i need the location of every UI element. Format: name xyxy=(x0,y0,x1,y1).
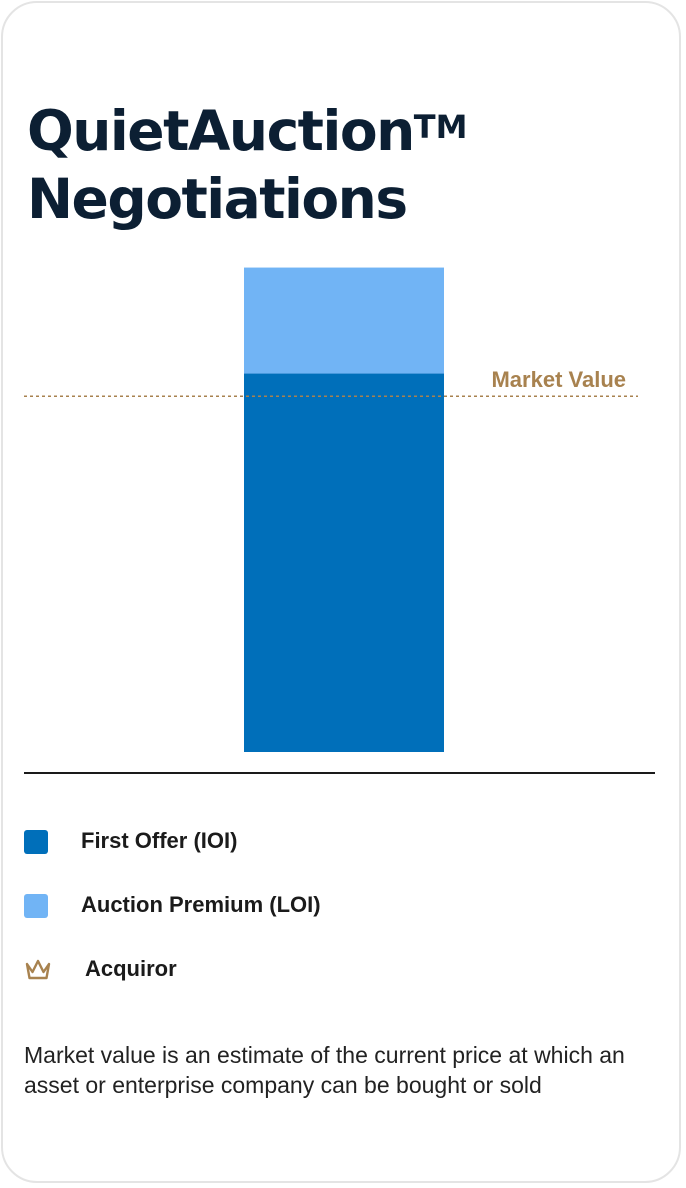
first-offer-swatch xyxy=(24,830,48,854)
bar-auction-premium xyxy=(244,267,444,374)
legend-item-acquiror: Acquiror xyxy=(24,950,644,1014)
legend-label-auction-premium: Auction Premium (LOI) xyxy=(81,892,321,917)
crown-icon xyxy=(25,959,51,980)
bar-first-offer xyxy=(244,373,444,752)
legend-item-first-offer: First Offer (IOI) xyxy=(24,822,644,886)
trademark-mark: TM xyxy=(413,108,468,146)
legend: First Offer (IOI) Auction Premium (LOI) … xyxy=(24,822,644,1014)
legend-label-first-offer: First Offer (IOI) xyxy=(81,828,238,853)
title-line-1: QuietAuction xyxy=(27,99,415,163)
auction-premium-swatch xyxy=(24,894,48,918)
title-line-2: Negotiations xyxy=(27,167,408,231)
market-value-label: Market Value xyxy=(491,367,626,392)
legend-item-auction-premium: Auction Premium (LOI) xyxy=(24,886,644,950)
stacked-bar-chart: Market Value xyxy=(24,267,655,774)
market-value-note: Market value is an estimate of the curre… xyxy=(24,1042,625,1098)
page-title: QuietAuctionTM Negotiations xyxy=(27,97,467,233)
legend-label-acquiror: Acquiror xyxy=(85,956,177,981)
